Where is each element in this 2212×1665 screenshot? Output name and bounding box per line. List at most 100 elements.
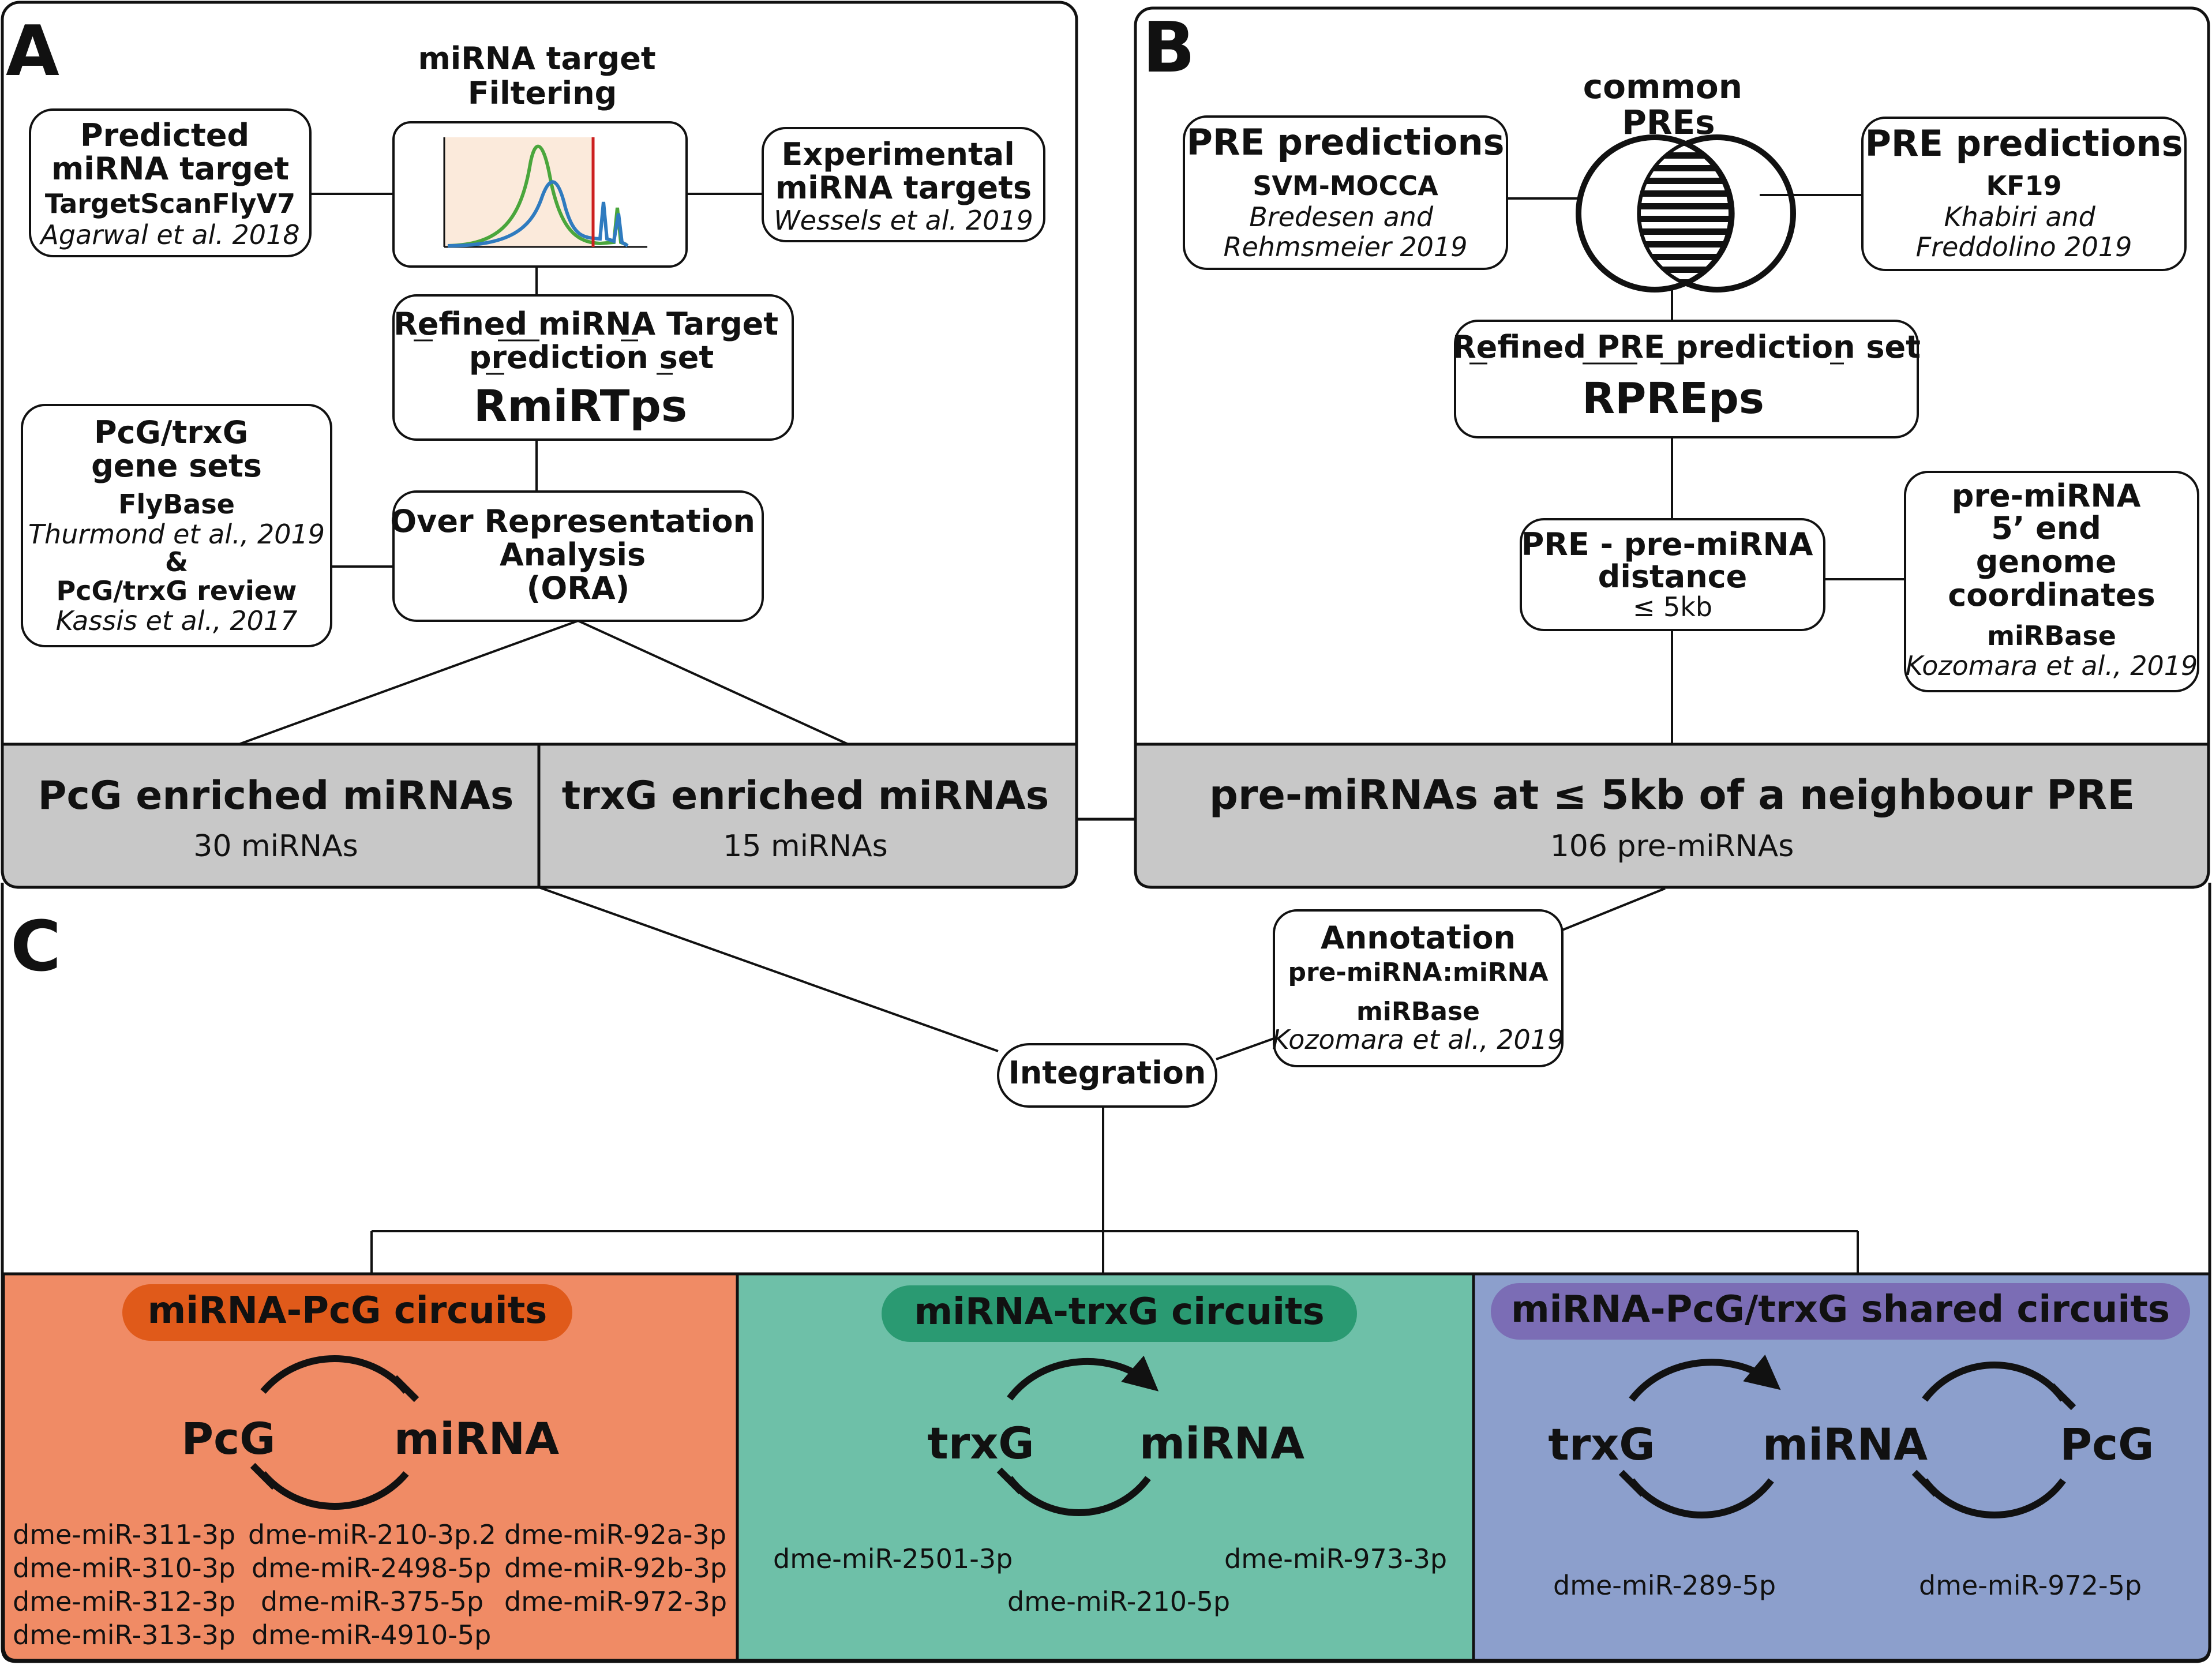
trxg-enriched-title: trxG enriched miRNAs <box>562 773 1049 819</box>
svg-text:dme-miR-972-5p: dme-miR-972-5p <box>1919 1570 2142 1601</box>
pcg-mirna-list: dme-miR-311-3p dme-miR-310-3p dme-miR-31… <box>13 1519 727 1651</box>
circuit-pcg-panel: miRNA-PcG circuits PcG miRNA dme-miR-311… <box>2 1272 739 1662</box>
svg-text:dme-miR-92b-3p: dme-miR-92b-3p <box>504 1552 727 1584</box>
panel-a-connectors <box>238 193 849 745</box>
svg-text:Experimental miRNA targe: Experimental miRNA targets <box>775 136 1032 206</box>
svg-text:PRE predictions: PRE predictions <box>1186 121 1504 163</box>
svg-text:≤ 5kb: ≤ 5kb <box>1633 591 1712 622</box>
rpreps-acronym: RPREps <box>1582 374 1764 423</box>
panel-label-b: B <box>1142 8 1195 88</box>
venn-overlap <box>1641 140 1729 287</box>
panel-b-result-bar <box>1134 742 2210 889</box>
activation-arc-top <box>1629 1354 1781 1402</box>
trxg-enriched-count: 15 miRNAs <box>723 829 888 864</box>
svg-text:PcG/trxG gene sets: PcG/trxG gene sets <box>91 414 262 484</box>
svg-text:SVM-MOCCA: SVM-MOCCA <box>1253 170 1438 201</box>
coordinates-box: pre-miRNA 5’ end genome coordinates miRB… <box>1904 471 2199 692</box>
mirna-node: miRNA <box>1139 1417 1304 1469</box>
curve-green <box>447 144 628 247</box>
refined-pre-box: Refined PRE prediction set RPREps <box>1452 320 1921 438</box>
svg-text:dme-miR-313-3p: dme-miR-313-3p <box>13 1619 235 1651</box>
svg-text:dme-miR-311-3p: dme-miR-311-3p <box>13 1519 235 1550</box>
curve-blue <box>447 180 629 247</box>
svg-text:Over Representation Anal: Over Representation Analysis (ORA) <box>390 503 766 606</box>
svg-text:dme-miR-210-5p: dme-miR-210-5p <box>1007 1586 1230 1617</box>
targetscan-source: TargetScanFlyV7 <box>45 188 295 219</box>
kassis-cite: Kassis et al., 2017 <box>56 605 298 636</box>
panel-label-a: A <box>6 12 59 92</box>
svg-text:dme-miR-4910-5p: dme-miR-4910-5p <box>252 1619 491 1651</box>
venn-diagram <box>1576 134 1796 292</box>
panel-b-connectors <box>1507 194 1905 744</box>
svg-text:dme-miR-310-3p: dme-miR-310-3p <box>13 1552 235 1584</box>
svg-text:dme-miR-312-3p: dme-miR-312-3p <box>13 1586 235 1617</box>
panel-label-c: C <box>10 907 61 987</box>
thurmond-cite: Thurmond et al., 2019 <box>28 519 325 550</box>
svg-text:dme-miR-92a-3p: dme-miR-92a-3p <box>504 1519 726 1550</box>
svg-text:Annotation: Annotation <box>1321 920 1516 956</box>
distance-box: PRE - pre-miRNA distance ≤ 5kb <box>1520 518 1825 631</box>
predicted-target-box: Predicted miRNA target TargetScanFlyV7 A… <box>29 108 312 257</box>
mirna-node: miRNA <box>394 1413 559 1464</box>
pcg-review-source: PcG/trxG review <box>57 575 297 606</box>
annotation-box: Annotation pre-miRNA:miRNA miRBase Kozom… <box>1272 909 1565 1067</box>
svg-text:dme-miR-2498-5p: dme-miR-2498-5p <box>252 1552 491 1584</box>
svg-text:dme-miR-289-5p: dme-miR-289-5p <box>1553 1570 1776 1601</box>
svg-text:dme-miR-973-3p: dme-miR-973-3p <box>1224 1543 1447 1574</box>
circuit-shared-panel: miRNA-PcG/trxG shared circuits trxG miRN… <box>1472 1272 2211 1662</box>
svg-text:pre-miRNA 5’ end g: pre-miRNA 5’ end genome coordinates <box>1948 478 2155 613</box>
trxg-circuit-pill <box>882 1285 1357 1342</box>
common-pres-label: common PREs <box>1583 67 1754 142</box>
svg-text:Kozomara et al., 2019: Kozomara et al., 2019 <box>1272 1024 1565 1055</box>
rmirtps-acronym: RmiRTps <box>474 380 687 432</box>
panel-c-connectors <box>370 886 1859 1274</box>
svg-text:&: & <box>165 546 188 578</box>
pcg-node: PcG <box>181 1413 275 1464</box>
pcg-node: PcG <box>2060 1419 2154 1470</box>
svg-text:miRBase: miRBase <box>1987 620 2116 651</box>
agarwal-cite: Agarwal et al. 2018 <box>39 219 299 250</box>
shared-circuit-title: miRNA-PcG/trxG shared circuits <box>1511 1288 2170 1331</box>
pre-mirna-result-count: 106 pre-miRNAs <box>1550 829 1794 864</box>
repression-arc-top-right <box>1922 1362 2066 1402</box>
ora-box: Over Representation Analysis (ORA) <box>390 490 766 622</box>
repression-arc-bottom <box>260 1471 409 1510</box>
svg-text:dme-miR-2501-3p: dme-miR-2501-3p <box>773 1543 1013 1574</box>
kf19-box: PRE predictions KF19 Khabiri and Freddol… <box>1861 117 2187 271</box>
repression-arc-bottom <box>1007 1476 1151 1516</box>
svg-text:PRE - pre-miRNA distance: PRE - pre-miRNA distance <box>1521 526 1824 595</box>
svg-text:dme-miR-972-3p: dme-miR-972-3p <box>504 1586 727 1617</box>
pcg-enriched-title: PcG enriched miRNAs <box>38 773 514 819</box>
svg-text:KF19: KF19 <box>1986 170 2061 201</box>
svg-text:Bredesen and Rehmsmeier: Bredesen and Rehmsmeier 2019 <box>1224 201 1468 262</box>
filter-title: miRNA target Filtering <box>418 40 667 111</box>
svm-mocca-box: PRE predictions SVM-MOCCA Bredesen and R… <box>1183 115 1508 270</box>
pcg-enriched-count: 30 miRNAs <box>193 829 358 864</box>
trxg-circuit-title: miRNA-trxG circuits <box>914 1291 1324 1333</box>
repression-arc-bottom-right <box>1922 1478 2066 1518</box>
gene-sets-box: PcG/trxG gene sets FlyBase Thurmond et a… <box>21 404 332 647</box>
shared-circuit-pill <box>1491 1283 2190 1340</box>
circuit-trxg-panel: miRNA-trxG circuits trxG miRNA dme-miR-2… <box>736 1272 1475 1662</box>
svg-text:dme-miR-210-3p.2: dme-miR-210-3p.2 <box>248 1519 496 1550</box>
svg-text:Integration: Integration <box>1008 1055 1206 1091</box>
svg-text:miRBase: miRBase <box>1356 997 1480 1026</box>
pcg-circuit-pill <box>122 1284 572 1341</box>
repression-arc-bottom-left <box>1629 1478 1774 1518</box>
integration-box: Integration <box>997 1043 1217 1108</box>
wessels-cite: Wessels et al. 2019 <box>774 205 1033 236</box>
svg-text:dme-miR-375-5p: dme-miR-375-5p <box>261 1586 483 1617</box>
svg-text:pre-miRNA:miRNA: pre-miRNA:miRNA <box>1288 958 1548 987</box>
trxg-node: trxG <box>1548 1419 1655 1470</box>
refined-mirna-box: Refined miRNA Target prediction set RmiR… <box>392 294 794 441</box>
svg-text:Khabiri and Freddolino 2: Khabiri and Freddolino 2019 <box>1916 201 2132 262</box>
pre-mirna-result-title: pre-miRNAs at ≤ 5kb of a neighbour PRE <box>1209 771 2135 819</box>
flybase-source: FlyBase <box>118 489 235 520</box>
experimental-target-box: Experimental miRNA targets Wessels et al… <box>762 127 1045 242</box>
activation-arc-top <box>1007 1355 1159 1401</box>
mirna-node: miRNA <box>1763 1419 1928 1470</box>
trxg-node: trxG <box>927 1417 1034 1469</box>
svg-text:PRE predictions: PRE predictions <box>1865 122 2183 164</box>
svg-text:Refined miRNA Target pre: Refined miRNA Target prediction set <box>393 306 789 376</box>
